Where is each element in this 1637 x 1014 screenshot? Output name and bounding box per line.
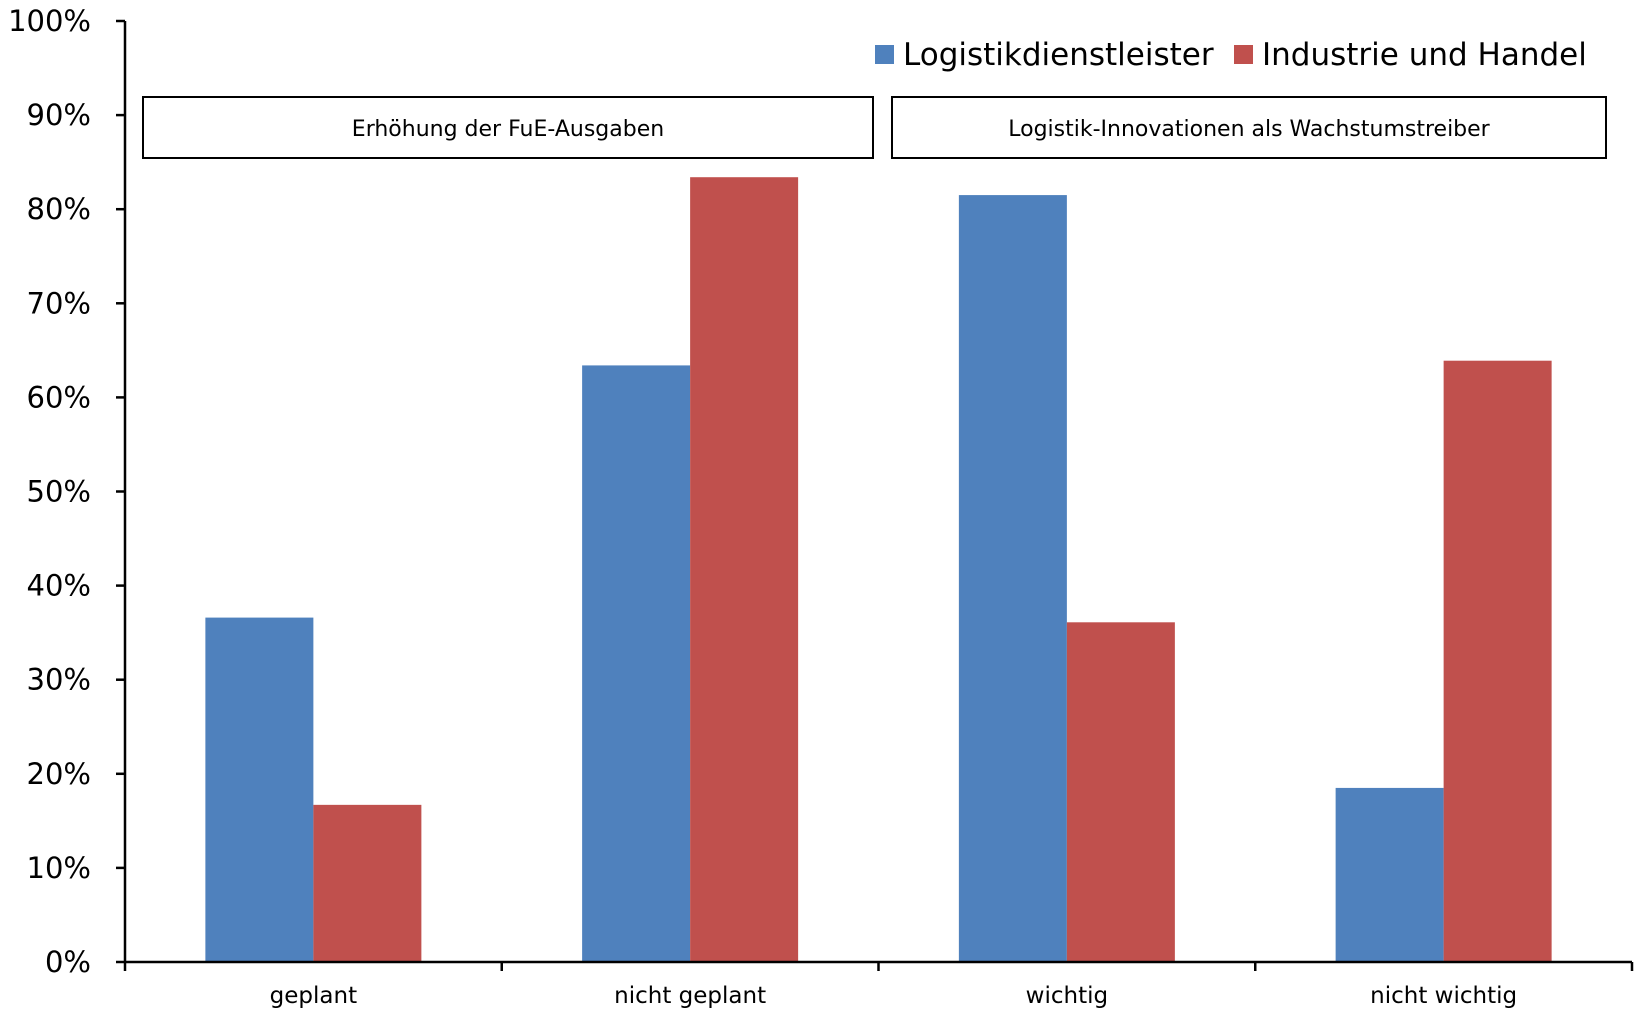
y-tick-label: 10% bbox=[27, 851, 91, 885]
bar-industrie-und-handel-2 bbox=[1066, 622, 1175, 962]
y-tick-label: 40% bbox=[27, 569, 91, 603]
group-box bbox=[891, 96, 1607, 159]
x-category-label: wichtig bbox=[1026, 983, 1108, 1009]
y-tick-label: 100% bbox=[8, 4, 91, 38]
y-tick-label: 80% bbox=[27, 192, 91, 226]
bar-industrie-und-handel-1 bbox=[690, 177, 799, 962]
y-tick-label: 70% bbox=[27, 286, 91, 320]
bar-industrie-und-handel-3 bbox=[1443, 360, 1552, 962]
y-tick-label: 0% bbox=[45, 945, 91, 979]
bar-logistikdienstleister-1 bbox=[582, 365, 691, 962]
bar-logistikdienstleister-0 bbox=[205, 617, 314, 962]
legend-swatch bbox=[1234, 45, 1253, 64]
bar-industrie-und-handel-0 bbox=[313, 804, 422, 962]
group-label: Logistik-Innovationen als Wachstumstreib… bbox=[1008, 117, 1490, 142]
group-box bbox=[142, 96, 874, 159]
group-label: Erhöhung der FuE-Ausgaben bbox=[352, 117, 664, 142]
x-category-label: geplant bbox=[270, 983, 357, 1009]
legend-label: Industrie und Handel bbox=[1262, 37, 1587, 73]
legend-label: Logistikdienstleister bbox=[903, 37, 1214, 73]
y-tick-label: 90% bbox=[27, 98, 91, 132]
legend-swatch bbox=[875, 45, 894, 64]
y-tick-label: 50% bbox=[27, 475, 91, 509]
x-category-label: nicht geplant bbox=[614, 983, 766, 1009]
y-tick-label: 20% bbox=[27, 757, 91, 791]
y-tick-label: 30% bbox=[27, 663, 91, 697]
bar-logistikdienstleister-3 bbox=[1335, 787, 1444, 962]
x-category-label: nicht wichtig bbox=[1370, 983, 1517, 1009]
y-tick-label: 60% bbox=[27, 380, 91, 414]
bar-logistikdienstleister-2 bbox=[958, 195, 1067, 962]
